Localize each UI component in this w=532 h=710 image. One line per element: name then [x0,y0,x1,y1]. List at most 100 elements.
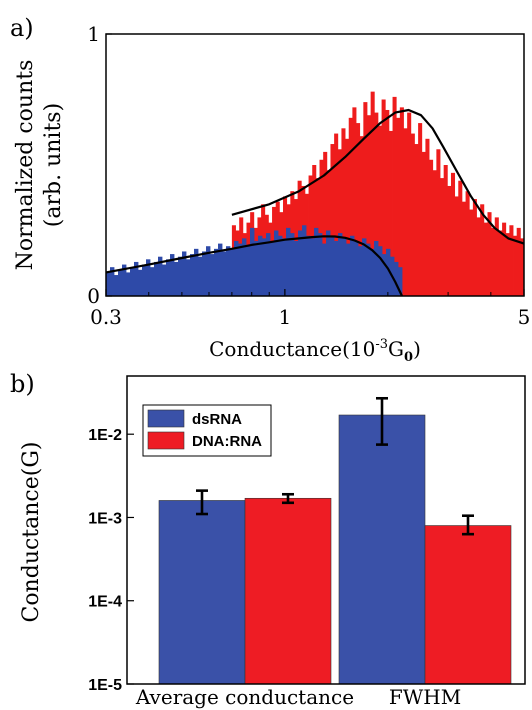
histogram-bar [425,138,430,296]
panel-a-histogram [106,91,525,297]
xlabel-mid: G [388,337,404,361]
histogram-bar [414,144,419,296]
histogram-bar [476,217,481,296]
panel-b-frame [126,375,526,685]
panel-b-ylabel: Conductance(G) [19,441,44,622]
histogram-bar [354,240,359,296]
histogram-bar [458,180,463,296]
panel-b-error-bars [196,396,474,536]
histogram-bar [418,123,423,296]
histogram-bar [432,170,437,296]
histogram-bar [398,267,403,296]
x-category-label: FWHM [389,685,461,709]
histogram-bar [378,246,383,296]
x-tick-label: 1 [279,305,292,329]
histogram-bar [190,254,195,296]
histogram-bar [366,115,372,296]
histogram-bar [182,251,187,296]
histogram-bar [290,233,295,296]
histogram-bar [262,238,267,296]
histogram-bar [338,233,343,296]
histogram-bar [334,133,339,296]
legend-label: DNA:RNA [192,433,262,450]
histogram-bar [118,269,123,296]
histogram-bar [158,256,163,296]
histogram-bar [520,238,525,296]
histogram-bar [198,256,203,296]
histogram-bar [322,243,327,296]
panel-a: a) Normalized counts (arb. units) 01 0.3… [10,14,530,365]
xlabel-suffix: ) [413,337,421,361]
histogram-bar [377,125,382,296]
histogram-bar [386,248,391,296]
legend-label: dsRNA [192,411,242,428]
panel-b-x-categories: Average conductance FWHM [135,685,461,709]
panel-a-fit-curves [105,108,525,297]
panel-a-x-ticks: 0.3 1 5 [90,289,530,329]
histogram-bar [330,144,335,296]
histogram-bar [472,199,477,296]
histogram-bar [385,109,390,296]
histogram-bar [238,243,243,296]
histogram-bar [491,227,496,296]
histogram-bar [210,254,215,296]
histogram-bar [381,99,386,296]
histogram-bar [346,243,351,296]
y-tick-label: 1E-4 [88,594,122,611]
histogram-bar [242,238,247,296]
x-category-label: Average conductance [135,685,354,709]
histogram-bar [214,248,219,296]
histogram-bar [174,261,179,296]
histogram-bar [166,259,171,296]
histogram-bar [483,222,488,296]
histogram-bar [348,117,353,296]
bar-dsRNA [158,500,246,685]
histogram-bar [218,243,223,296]
histogram-bar [421,151,426,296]
histogram-bar [374,240,379,296]
histogram-bar [505,233,510,296]
histogram-bar [258,235,263,296]
histogram-bar [250,227,255,296]
histogram-bar [352,107,357,296]
histogram-bar [436,149,441,296]
histogram-bar [282,238,287,296]
histogram-bar [410,133,415,296]
histogram-bar [246,246,251,296]
histogram-bar [142,264,147,296]
histogram-bar [110,267,115,296]
histogram-bar [162,264,167,296]
histogram-bar [362,238,367,296]
histogram-bar [469,209,474,296]
histogram-bar [294,240,299,296]
legend-swatch [147,409,185,428]
histogram-bar [306,235,311,296]
histogram-bar [286,227,291,296]
x-tick-label: 0.3 [90,305,122,329]
histogram-bar [106,272,111,296]
histogram-bar [342,238,347,296]
histogram-bar [138,269,143,296]
histogram-bar [314,227,319,296]
histogram-bar [278,235,283,296]
fit-curve [231,108,525,245]
histogram-bar [337,149,342,296]
histogram-bar [178,256,183,296]
y-tick-label: 1E-5 [88,677,122,694]
histogram-bar [326,230,331,296]
histogram-bar [356,123,361,296]
panel-a-frame [105,33,525,297]
histogram-bar [498,230,503,296]
histogram-bar [388,130,393,296]
panel-b-label: b) [10,370,35,398]
histogram-bar [366,243,371,296]
histogram-bar [443,165,448,296]
histogram-bar [370,91,375,296]
histogram-bar [394,261,399,296]
histogram-bar [186,259,191,296]
y-tick-label: 1 [87,22,100,46]
xlabel-prefix: Conductance(10 [209,337,375,361]
histogram-bar [226,246,231,296]
histogram-bar [399,107,404,296]
histogram-bar [318,233,323,296]
